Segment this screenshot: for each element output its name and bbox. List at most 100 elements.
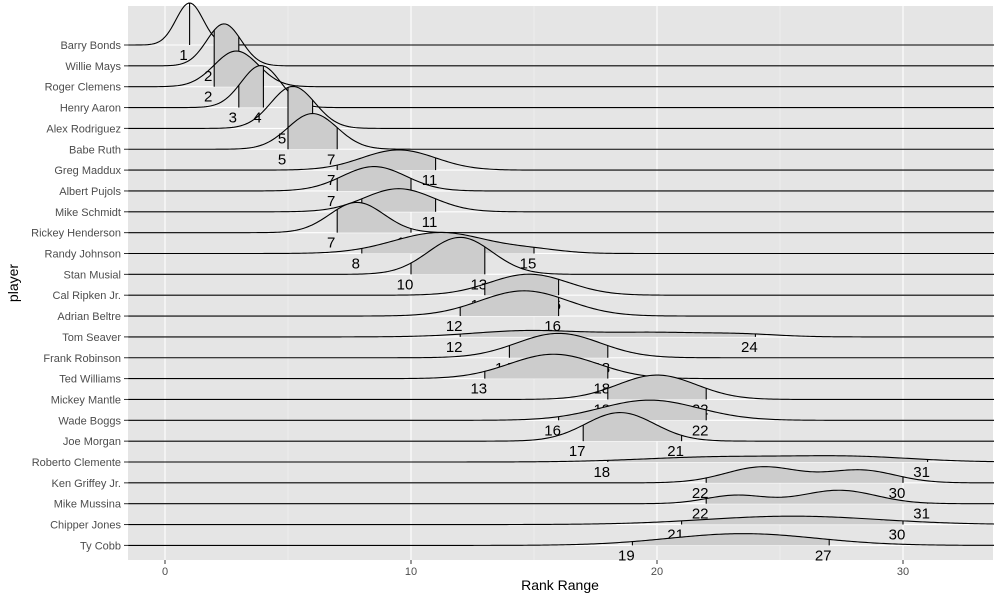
y-tick-label: Adrian Beltre [57,311,121,323]
range-high-label: 24 [741,339,758,356]
ridge-density-line [128,466,995,484]
y-tick-label: Cal Ripken Jr. [53,290,121,302]
ridge-wade-boggs: 16 22 [128,399,995,439]
ridge-density-line [128,113,995,150]
ridge-roberto-clemente: 18 31 [128,455,995,481]
range-low-label: 10 [397,276,414,293]
ridge-barry-bonds: 1 [128,2,995,64]
ridge-density-line [128,201,995,234]
ridge-density-line [128,533,995,546]
range-low-label: 5 [278,151,286,168]
range-low-label: 18 [593,464,610,481]
range-high-label: 4 [253,110,261,127]
ridge-density-line [128,23,995,67]
ridge-shaded-range [337,202,411,233]
ridge-stan-musial: 10 13 [128,236,995,293]
range-high-label: 22 [692,422,709,439]
ridge-density-line [128,455,995,463]
y-tick-label: Wade Boggs [58,415,121,427]
ridge-shaded-range [238,65,264,108]
ridge-density-line [128,50,995,88]
ridge-density-line [128,353,995,380]
ridge-density-line [128,149,995,171]
ridge-shaded-range [361,188,436,212]
range-high-label: 30 [889,527,906,544]
x-tick-label: 30 [897,566,909,578]
ridge-density-line [128,2,995,46]
range-low-label: 3 [229,110,237,127]
ridge-ty-cobb: 19 27 [128,533,995,564]
ridge-shaded-range [337,166,411,191]
ridge-albert-pujols: 710 [128,166,995,210]
ridge-density-line [128,399,995,421]
ridge-shaded-range [484,274,559,296]
y-tick-label: Henry Aaron [60,103,121,115]
y-axis: Barry Bonds Willie Mays Roger Clemens Henry… [31,40,128,552]
range-low-label: 5 [278,130,286,147]
range-low-label: 16 [544,422,561,439]
range-high-label: 18 [593,381,610,398]
ridge-shaded-range [509,333,608,358]
ridge-shaded-range [411,237,485,275]
y-tick-label: Chipper Jones [50,520,121,532]
range-low-label: 22 [692,485,709,502]
range-high-label: 7 [327,151,335,168]
y-tick-label: Roger Clemens [45,82,122,94]
ridge-shaded-range [337,149,436,171]
ridge-shaded-range [607,375,707,400]
range-high-label: 30 [889,485,906,502]
y-tick-label: Mike Schmidt [55,207,121,219]
range-low-label: 12 [446,339,463,356]
y-tick-label: Babe Ruth [69,144,121,156]
range-low-label: 17 [569,443,586,460]
y-tick-label: Stan Musial [64,269,121,281]
ridge-density-line [128,236,995,275]
ridge-mike-schmidt: 811 [128,188,995,231]
ridge-density-line [128,166,995,192]
ridge-density-line [128,273,995,296]
ridge-density-line [128,188,995,213]
y-tick-label: Ted Williams [59,374,121,386]
x-tick-label: 20 [651,566,663,578]
ridge-joe-morgan: 17 21 [128,412,995,460]
ridge-density-line [128,85,995,129]
range-low-label: 19 [618,547,635,564]
range-high-label: 15 [520,256,537,273]
range-low-label: 12 [446,318,463,335]
ridge-density-line [128,290,995,317]
ridge-ken-griffey-jr: 22 30 [128,466,995,502]
y-tick-label: Roberto Clemente [32,457,121,469]
ridge-chipper-jones: 21 30 [128,515,995,544]
ridge-tom-seaver: 12 24 [128,329,995,356]
y-tick-label: Mike Mussina [54,499,122,511]
range-low-label: 2 [204,89,212,106]
y-tick-label: Mickey Mantle [51,394,121,406]
ridge-shaded-range [583,412,682,442]
ridge-shaded-range [632,533,830,546]
range-high-label: 31 [913,464,930,481]
ridge-density-line [128,332,995,359]
ridge-density-line [128,412,995,442]
ridge-ted-williams: 13 18 [128,353,995,398]
ridge-shaded-range [706,466,903,483]
range-high-label: 31 [913,506,930,523]
range-high-label: 21 [667,443,684,460]
y-tick-label: Tom Seaver [62,332,121,344]
ridge-shaded-range [484,354,608,379]
ridge-shaded-range [460,330,756,337]
y-tick-label: Greg Maddux [54,165,121,177]
y-tick-label: Ken Griffey Jr. [52,478,122,490]
y-tick-label: Rickey Henderson [31,228,121,240]
y-tick-label: Joe Morgan [63,436,121,448]
ridge-density-line [128,489,995,505]
ridges: 1232434565771171081171081510131316121612… [128,2,995,564]
y-tick-label: Randy Johnson [45,249,121,261]
range-high-label: 13 [470,276,487,293]
range-low-label: 7 [327,235,335,252]
y-tick-label: Alex Rodriguez [46,123,121,135]
ridge-density-line [128,231,995,255]
ridge-density-line [128,329,995,338]
